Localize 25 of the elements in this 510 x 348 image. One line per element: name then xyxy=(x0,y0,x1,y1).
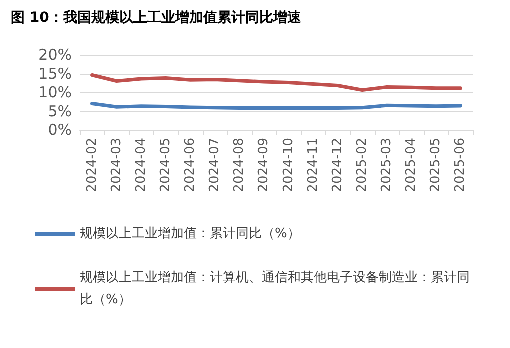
x-tick-label: 2024-05 xyxy=(158,138,174,192)
legend-label: 规模以上工业增加值：计算机、通信和其他电子设备制造业：累计同比（%） xyxy=(80,270,470,308)
y-tick-label: 10% xyxy=(38,84,72,102)
x-tick-label: 2025-05 xyxy=(428,138,444,192)
x-tick-label: 2024-11 xyxy=(306,138,321,192)
x-tick-label: 2024-08 xyxy=(232,138,248,192)
y-tick-label: 20% xyxy=(38,46,72,64)
x-tick-label: 2024-02 xyxy=(84,138,100,192)
x-tick-label: 2025-04 xyxy=(404,138,420,192)
x-tick-label: 2024-06 xyxy=(183,138,198,192)
y-tick-label: 0% xyxy=(48,121,72,139)
chart-title: 图 10：我国规模以上工业增加值累计同比增速 xyxy=(11,10,302,26)
x-tick-label: 2024-10 xyxy=(281,138,296,192)
x-tick-label: 2024-07 xyxy=(208,138,223,192)
y-tick-label: 15% xyxy=(38,64,72,83)
x-tick-label: 2024-04 xyxy=(134,138,149,192)
y-tick-label: 5% xyxy=(48,102,72,120)
x-tick-label: 2024-12 xyxy=(330,138,346,192)
legend-label: 规模以上工业增加值：累计同比（%） xyxy=(80,226,300,242)
x-tick-label: 2025-03 xyxy=(380,138,395,192)
x-tick-label: 2025-02 xyxy=(354,138,370,192)
line-series xyxy=(90,74,462,92)
x-tick-label: 2024-09 xyxy=(256,138,272,192)
x-tick-label: 2024-03 xyxy=(109,138,124,192)
x-tick-label: 2025-06 xyxy=(453,138,468,192)
